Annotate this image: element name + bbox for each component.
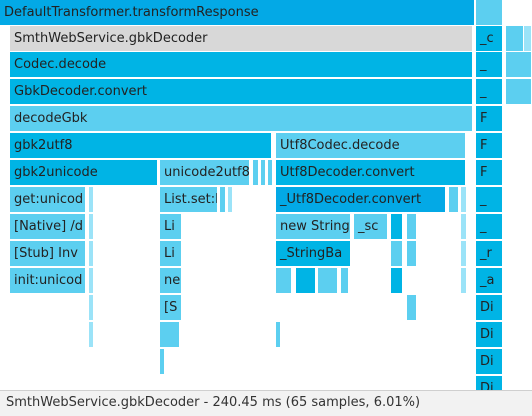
status-text: SmthWebService.gbkDecoder - 240.45 ms (6… xyxy=(6,395,421,410)
flame-frame[interactable]: SmthWebService.gbkDecoder xyxy=(10,26,473,51)
flame-frame[interactable] xyxy=(506,79,532,104)
flame-frame[interactable] xyxy=(391,241,403,266)
flame-frame[interactable]: F xyxy=(476,133,503,158)
flame-frame[interactable] xyxy=(461,214,467,239)
flame-frame[interactable]: F xyxy=(476,160,503,185)
flame-frame[interactable] xyxy=(276,322,281,347)
flame-frame[interactable] xyxy=(89,322,94,347)
flame-frame[interactable]: decodeGbk xyxy=(10,106,473,131)
flame-frame[interactable]: Di xyxy=(476,376,503,390)
flame-frame[interactable]: Di xyxy=(476,295,503,320)
flame-frame[interactable]: Di xyxy=(476,322,503,347)
flame-frame[interactable]: _Utf8Decoder.convert xyxy=(276,187,446,212)
flame-frame[interactable] xyxy=(89,295,94,320)
flame-frame[interactable]: gbk2unicode xyxy=(10,160,158,185)
flame-frame[interactable]: Li xyxy=(160,214,182,239)
flame-frame[interactable] xyxy=(391,214,403,239)
flame-frame[interactable]: [Native] /d xyxy=(10,214,86,239)
flame-frame[interactable] xyxy=(407,295,417,320)
flame-frame[interactable] xyxy=(506,52,532,77)
flame-frame[interactable]: new String xyxy=(276,214,351,239)
flame-frame[interactable] xyxy=(268,160,273,185)
flame-frame[interactable]: _c xyxy=(476,26,503,51)
flame-frame[interactable]: F xyxy=(476,106,503,131)
flame-frame[interactable] xyxy=(449,187,459,212)
flame-frame[interactable]: _ xyxy=(476,214,503,239)
flame-frame[interactable]: DefaultTransformer.transformResponse xyxy=(0,0,475,25)
flame-frame[interactable]: Utf8Codec.decode xyxy=(276,133,466,158)
flame-frame[interactable]: _ xyxy=(476,79,503,104)
flame-frame[interactable]: _r xyxy=(476,241,503,266)
flame-frame[interactable] xyxy=(253,160,259,185)
flame-frame[interactable]: Di xyxy=(476,349,503,374)
flame-frame[interactable] xyxy=(89,214,94,239)
flame-frame[interactable] xyxy=(407,214,417,239)
flame-frame[interactable] xyxy=(407,241,417,266)
flame-frame[interactable] xyxy=(341,268,349,293)
flame-frame[interactable]: ne xyxy=(160,268,182,293)
flame-frame[interactable] xyxy=(296,268,316,293)
flame-frame[interactable] xyxy=(160,349,165,374)
flame-frame[interactable] xyxy=(89,187,94,212)
flame-frame[interactable]: get:unicod xyxy=(10,187,86,212)
flame-frame[interactable]: Utf8Decoder.convert xyxy=(276,160,466,185)
flame-frame[interactable] xyxy=(461,187,467,212)
flame-frame[interactable] xyxy=(276,268,292,293)
flame-frame[interactable]: _ xyxy=(476,52,503,77)
flame-frame[interactable]: _StringBa xyxy=(276,241,351,266)
flame-frame[interactable]: GbkDecoder.convert xyxy=(10,79,473,104)
flame-frame[interactable]: _ xyxy=(476,187,503,212)
flame-frame[interactable]: _sc xyxy=(354,214,388,239)
flame-frame[interactable]: init:unicod xyxy=(10,268,86,293)
flame-frame[interactable] xyxy=(476,0,503,25)
flame-frame[interactable]: List.set:l xyxy=(160,187,218,212)
flame-frame[interactable]: unicode2utf8 xyxy=(160,160,250,185)
flame-graph: DefaultTransformer.transformResponse Smt… xyxy=(0,0,532,390)
flame-frame[interactable]: [S xyxy=(160,295,182,320)
flame-frame[interactable] xyxy=(89,241,94,266)
flame-frame[interactable]: gbk2utf8 xyxy=(10,133,272,158)
flame-frame[interactable] xyxy=(524,26,532,51)
flame-frame[interactable] xyxy=(461,241,467,266)
flame-frame[interactable]: Li xyxy=(160,241,182,266)
flame-frame[interactable]: _a xyxy=(476,268,503,293)
flame-frame[interactable] xyxy=(160,322,180,347)
flame-frame[interactable] xyxy=(506,26,524,51)
flame-frame[interactable] xyxy=(461,268,467,293)
flame-frame[interactable] xyxy=(228,187,233,212)
flame-frame[interactable] xyxy=(318,268,338,293)
flame-frame[interactable] xyxy=(261,160,266,185)
flame-frame[interactable] xyxy=(89,268,94,293)
flame-frame[interactable] xyxy=(391,268,403,293)
flame-frame[interactable]: Codec.decode xyxy=(10,52,473,77)
flame-frame[interactable]: [Stub] Inv xyxy=(10,241,86,266)
flame-frame[interactable] xyxy=(220,187,226,212)
status-bar: SmthWebService.gbkDecoder - 240.45 ms (6… xyxy=(0,390,532,416)
